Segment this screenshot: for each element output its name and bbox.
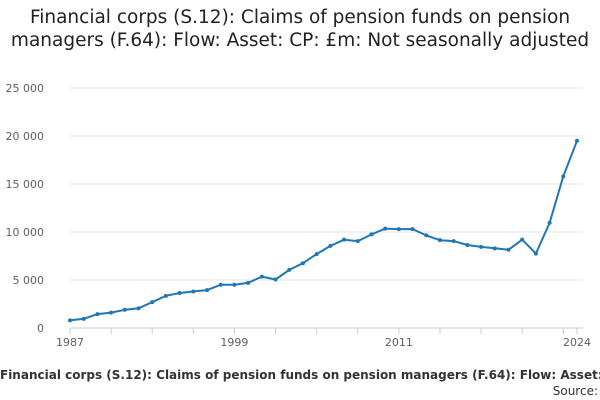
data-point[interactable] (383, 226, 388, 231)
data-point[interactable] (328, 243, 333, 248)
x-tick-label: 2024 (563, 336, 591, 349)
data-point[interactable] (533, 251, 538, 256)
data-point[interactable] (342, 237, 347, 242)
y-tick-label: 5 000 (13, 274, 45, 287)
series-line (69, 140, 578, 322)
data-point[interactable] (81, 316, 86, 321)
data-point[interactable] (410, 227, 415, 232)
data-point[interactable] (355, 239, 360, 244)
data-point[interactable] (437, 238, 442, 243)
chart-title: Financial corps (S.12): Claims of pensio… (10, 7, 590, 51)
y-tick-label: 10 000 (6, 226, 45, 239)
x-tick-label: 1987 (56, 336, 84, 349)
data-point[interactable] (547, 220, 552, 225)
data-point[interactable] (68, 318, 72, 323)
data-point[interactable] (287, 267, 292, 272)
data-point[interactable] (465, 242, 470, 247)
data-point[interactable] (520, 237, 525, 242)
data-point[interactable] (150, 300, 155, 305)
y-tick-label: 25 000 (6, 82, 45, 95)
data-point[interactable] (506, 247, 511, 252)
data-point[interactable] (575, 138, 579, 143)
data-point[interactable] (314, 252, 319, 257)
data-point[interactable] (451, 239, 456, 244)
chart-caption: Financial corps (S.12): Claims of pensio… (0, 368, 600, 382)
data-point[interactable] (479, 244, 484, 249)
data-point[interactable] (122, 307, 127, 312)
x-tick-label: 2011 (385, 336, 413, 349)
series (68, 138, 579, 323)
data-point[interactable] (424, 233, 429, 238)
data-point[interactable] (95, 312, 100, 317)
data-point[interactable] (396, 227, 401, 232)
data-point[interactable] (163, 293, 168, 298)
y-tick-label: 15 000 (6, 178, 45, 191)
data-point[interactable] (232, 282, 237, 287)
x-axis: 1987 1999 2011 2024 (56, 328, 591, 349)
data-point[interactable] (300, 261, 305, 266)
data-point[interactable] (205, 288, 210, 293)
data-point[interactable] (273, 277, 278, 282)
data-point[interactable] (109, 310, 114, 315)
data-point[interactable] (191, 289, 196, 294)
data-point[interactable] (246, 280, 251, 285)
source-label: Source: (552, 384, 598, 398)
data-point[interactable] (177, 290, 182, 295)
data-point[interactable] (369, 232, 374, 237)
data-point[interactable] (561, 174, 566, 179)
gridlines (70, 87, 583, 329)
y-tick-label: 0 (37, 322, 44, 335)
data-point[interactable] (492, 246, 497, 251)
data-point[interactable] (136, 306, 141, 311)
data-point[interactable] (218, 282, 223, 287)
x-tick-label: 1999 (220, 336, 248, 349)
data-point[interactable] (259, 274, 264, 279)
y-tick-label: 20 000 (6, 130, 45, 143)
y-axis: 0 5 000 10 000 15 000 20 000 25 000 (6, 82, 45, 335)
